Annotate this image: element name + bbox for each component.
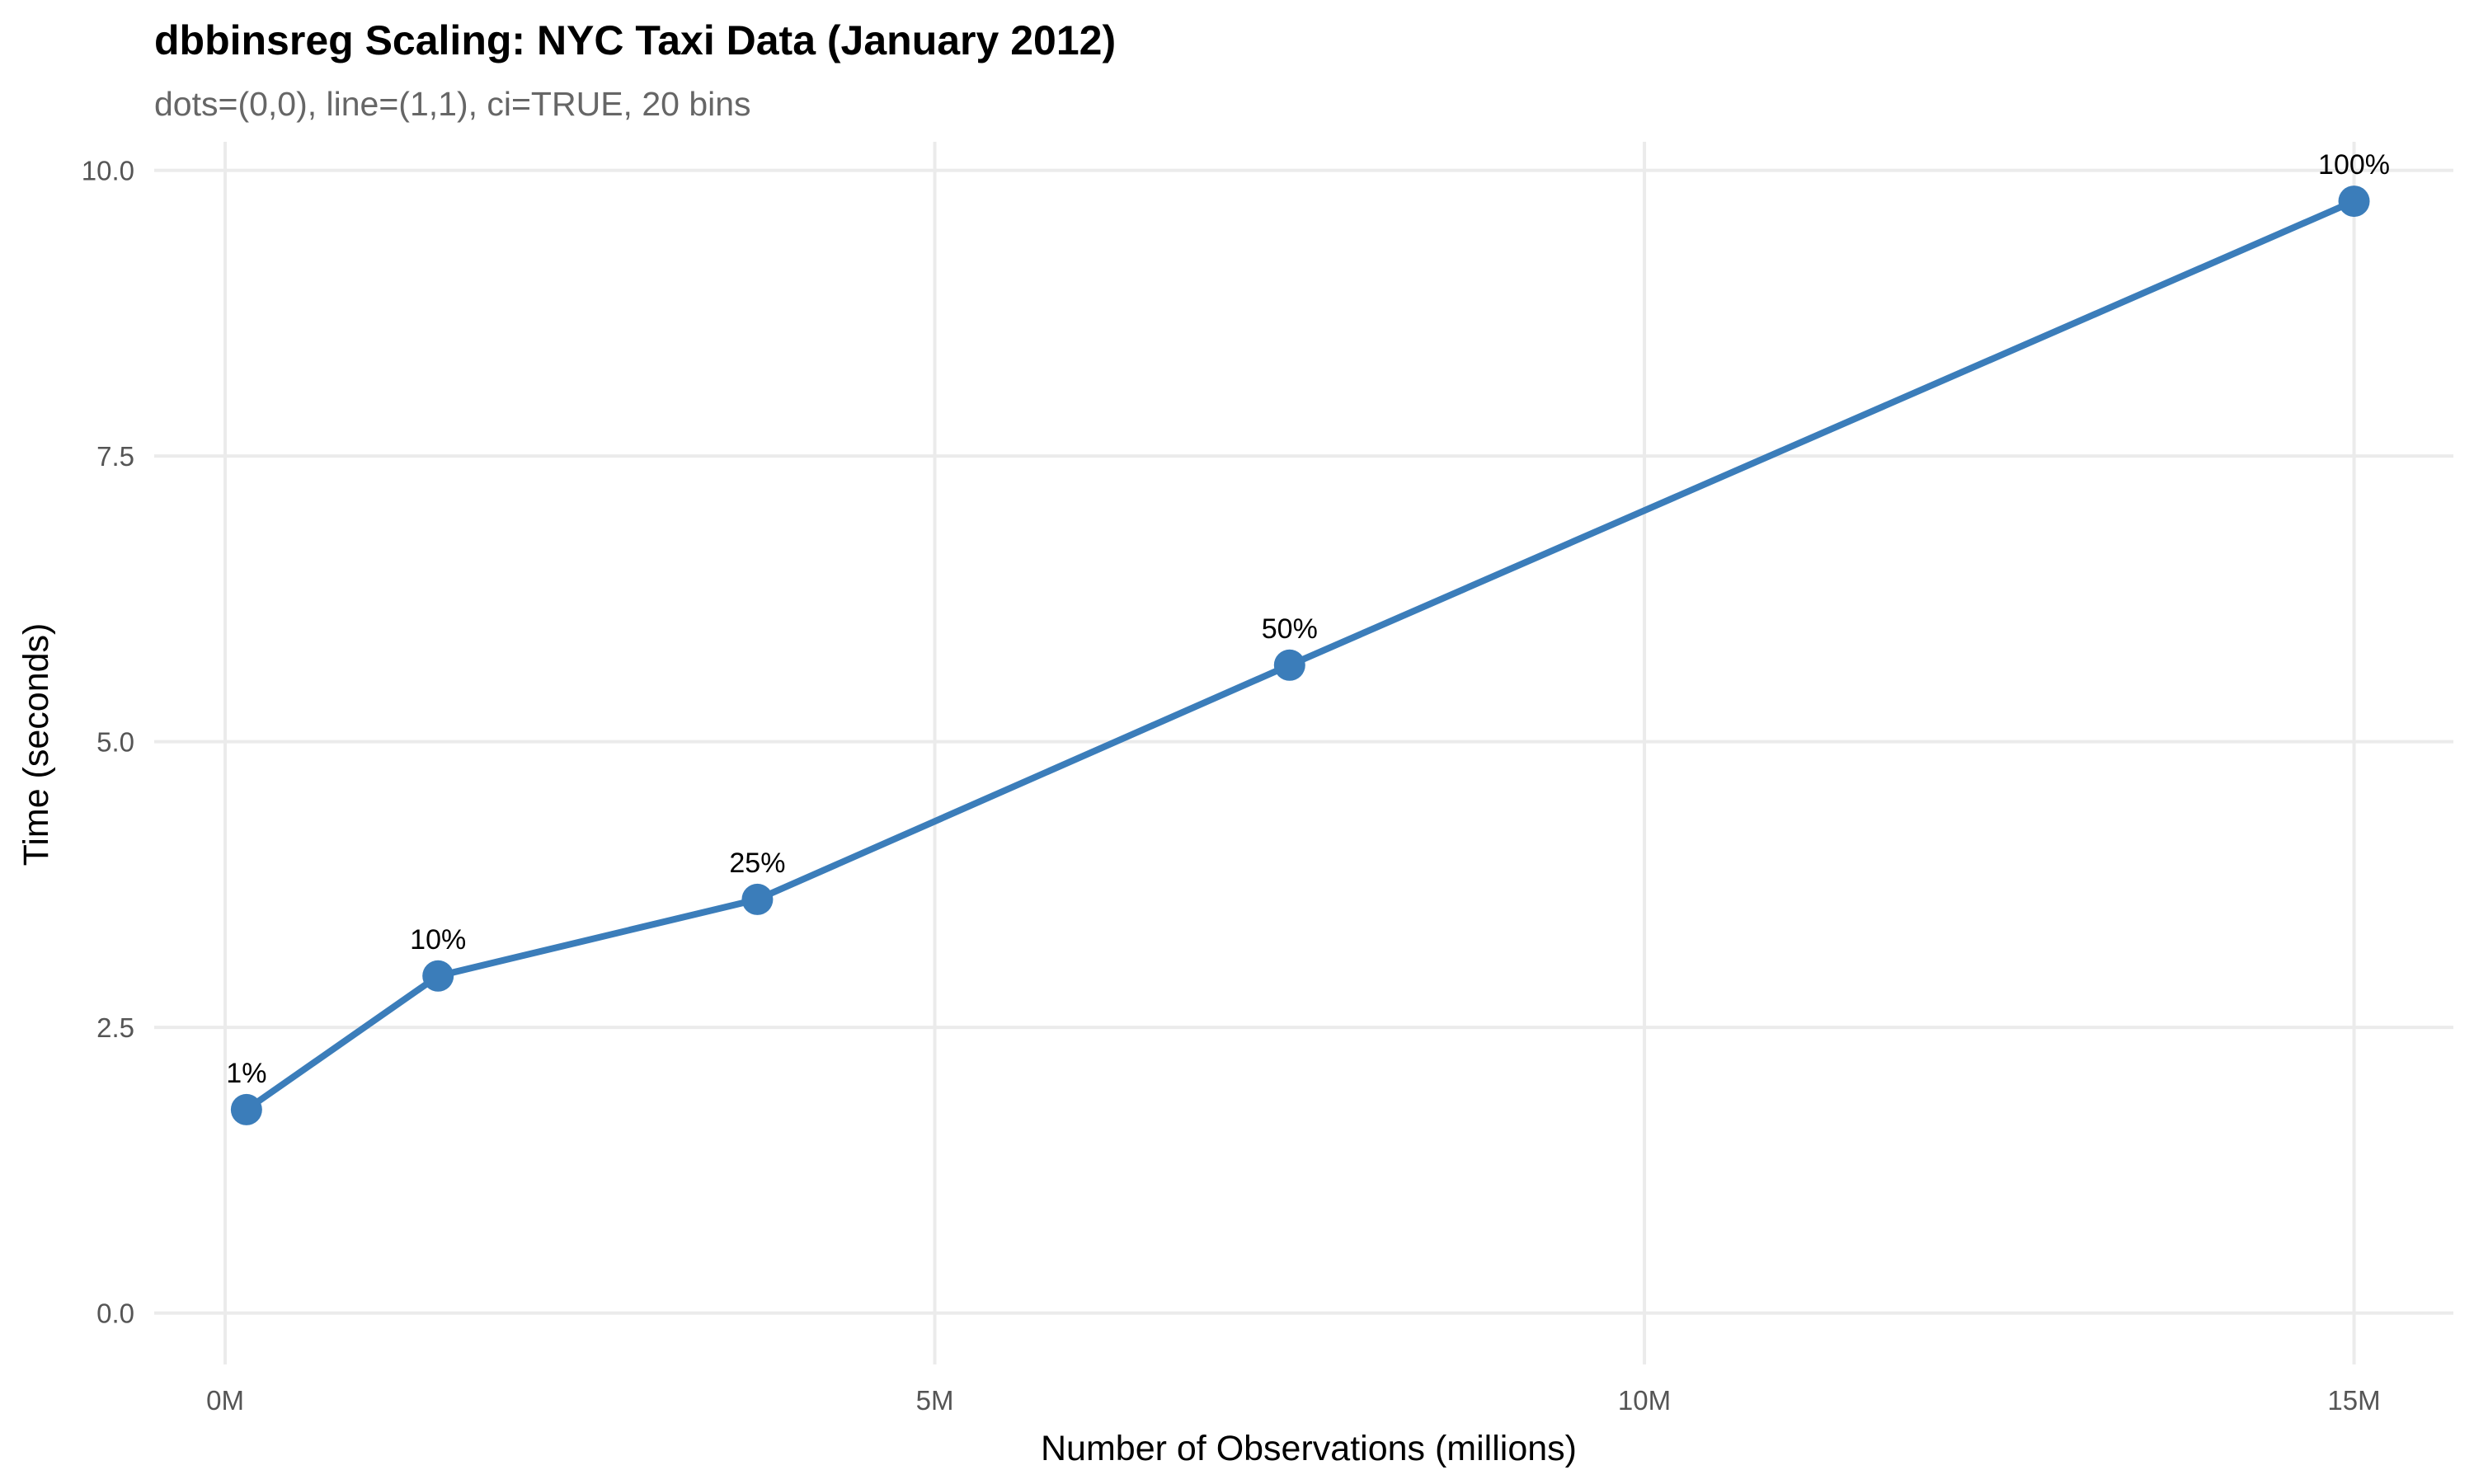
x-tick-label: 10M — [1618, 1385, 1671, 1416]
y-tick-label: 0.0 — [96, 1298, 134, 1329]
x-tick-label: 15M — [2327, 1385, 2380, 1416]
y-tick-label: 5.0 — [96, 727, 134, 758]
data-point-label: 10% — [410, 924, 466, 956]
data-point — [2338, 186, 2370, 218]
x-axis-tick-labels: 0M 5M 10M 15M — [206, 1385, 2381, 1416]
x-tick-label: 0M — [206, 1385, 244, 1416]
data-point-label: 100% — [2318, 149, 2390, 181]
x-axis-title: Number of Observations (millions) — [1041, 1429, 1577, 1468]
data-point-label: 50% — [1262, 613, 1318, 645]
data-point — [1273, 649, 1305, 681]
y-tick-label: 2.5 — [96, 1012, 134, 1043]
data-point — [230, 1093, 262, 1125]
y-tick-label: 7.5 — [96, 441, 134, 472]
data-point — [422, 960, 454, 992]
x-tick-label: 5M — [916, 1385, 954, 1416]
data-point — [741, 883, 774, 915]
data-point-label: 1% — [226, 1058, 266, 1089]
gridlines — [154, 142, 2453, 1364]
data-point-label: 25% — [729, 848, 785, 879]
y-tick-label: 10.0 — [82, 156, 134, 186]
y-axis-title: Time (seconds) — [16, 623, 56, 866]
y-axis-tick-labels: 0.0 2.5 5.0 7.5 10.0 — [82, 156, 134, 1329]
chart-subtitle: dots=(0,0), line=(1,1), ci=TRUE, 20 bins — [154, 85, 751, 123]
data-points — [230, 186, 2370, 1125]
chart-title: dbbinsreg Scaling: NYC Taxi Data (Januar… — [154, 17, 1116, 63]
data-point-labels: 1% 10% 25% 50% 100% — [226, 149, 2390, 1089]
